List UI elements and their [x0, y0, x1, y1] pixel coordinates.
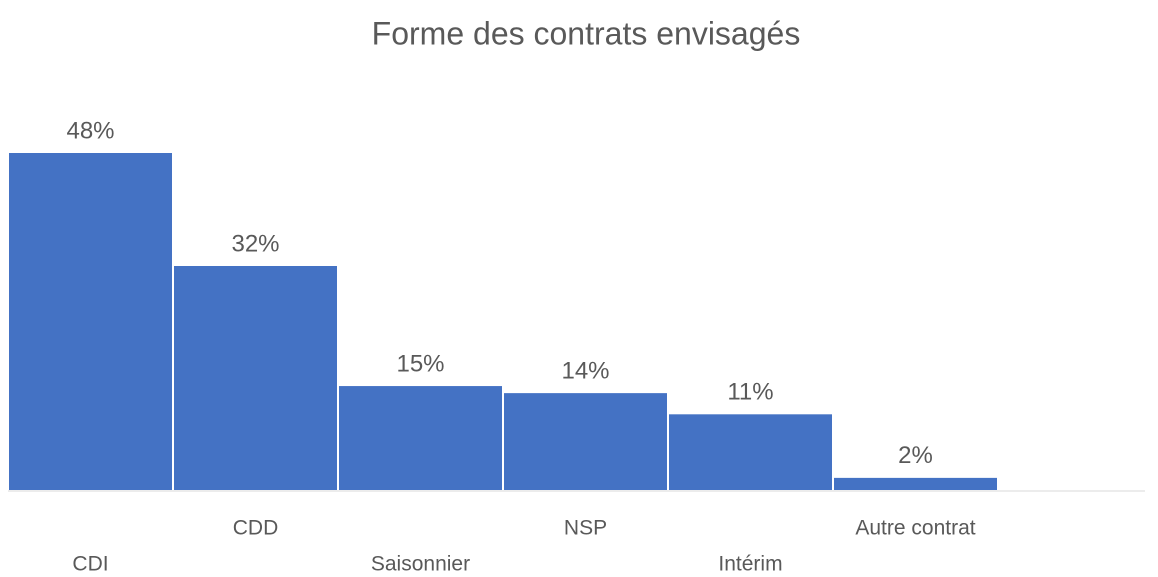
data-label: 15% — [396, 350, 444, 377]
x-tick-label: CDD — [233, 517, 279, 540]
data-label: 32% — [231, 230, 279, 257]
x-tick-label: Saisonnier — [371, 553, 470, 576]
chart-title: Forme des contrats envisagés — [372, 15, 801, 51]
bar — [502, 391, 669, 492]
data-label: 14% — [561, 357, 609, 384]
x-tick-label: NSP — [564, 517, 607, 540]
x-tick-label: CDI — [72, 553, 108, 576]
bar — [667, 412, 834, 492]
data-label: 48% — [66, 117, 114, 144]
bar — [337, 384, 504, 492]
bar — [172, 264, 339, 492]
x-tick-label: Autre contrat — [855, 517, 975, 540]
data-label: 2% — [898, 442, 933, 469]
x-tick-label: Intérim — [718, 553, 782, 576]
bar — [7, 151, 174, 492]
bar — [832, 475, 999, 492]
data-label: 11% — [727, 379, 773, 406]
